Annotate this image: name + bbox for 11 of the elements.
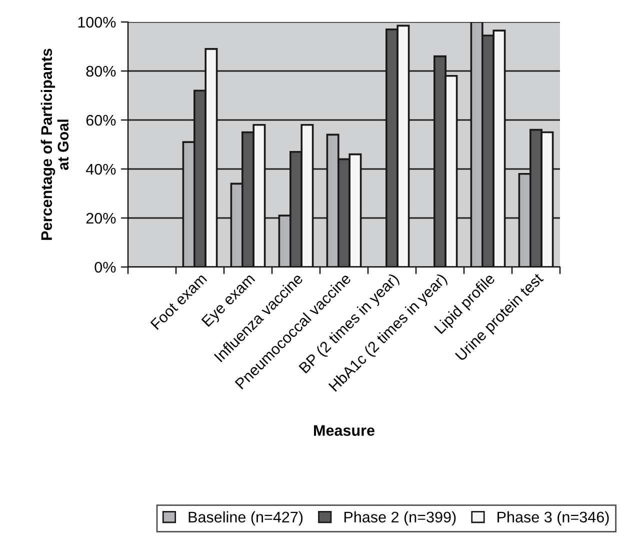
y-tick-label: 0% — [94, 262, 116, 273]
y-axis-title: Percentage of Participants at Goal — [40, 48, 69, 240]
x-axis-title: Measure — [314, 425, 374, 436]
y-tick-label: 20% — [86, 212, 116, 224]
legend-label: Phase 3 (n=346) — [498, 511, 609, 526]
y-tick-label: 60% — [86, 114, 116, 126]
y-tick-label: 100% — [78, 16, 116, 28]
legend-label: Phase 2 (n=399) — [344, 511, 456, 526]
y-tick-label: 40% — [86, 164, 116, 175]
y-tick-label: 80% — [86, 66, 116, 77]
legend-label: Baseline (n=427) — [188, 511, 303, 526]
